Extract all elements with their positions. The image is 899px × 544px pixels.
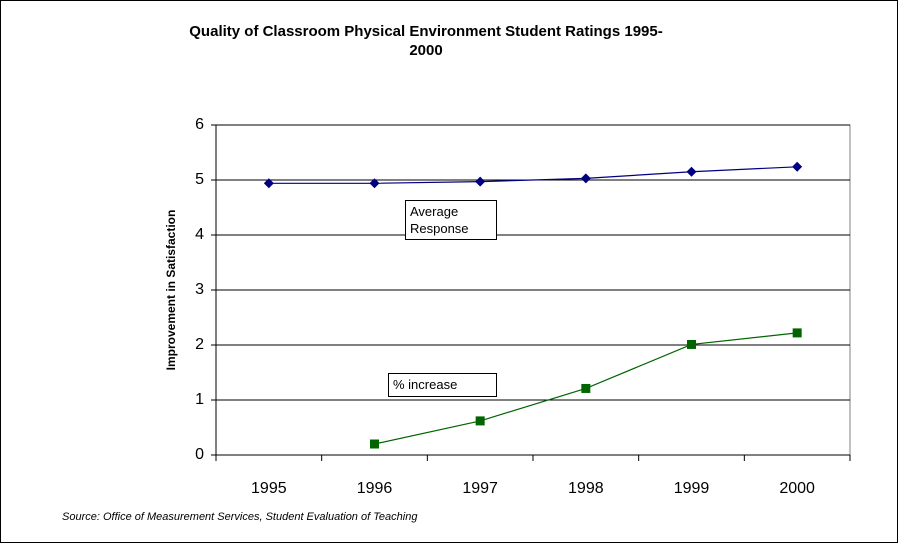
point	[581, 383, 591, 393]
y-tick-label: 6	[195, 116, 204, 133]
x-tick-label: 1997	[462, 480, 498, 497]
x-tick-label: 1999	[674, 480, 710, 497]
y-tick-label: 5	[195, 171, 204, 188]
source-note: Source: Office of Measurement Services, …	[62, 511, 418, 523]
series-line	[268, 166, 798, 184]
series-label: Average Response	[405, 200, 497, 240]
x-tick-label: 2000	[779, 480, 815, 497]
point	[475, 176, 486, 187]
series-label: % increase	[388, 373, 497, 397]
y-tick-label: 2	[195, 336, 204, 353]
point	[686, 166, 697, 177]
y-tick-label: 3	[195, 281, 204, 298]
point	[687, 339, 696, 349]
point	[369, 178, 380, 189]
point	[580, 173, 591, 184]
y-tick-label: 4	[195, 226, 204, 243]
x-tick-label: 1996	[357, 480, 393, 497]
point	[792, 328, 802, 338]
point	[370, 439, 379, 449]
y-tick-label: 0	[195, 446, 204, 463]
point	[475, 416, 485, 426]
chart-title: Quality of Classroom Physical Environmen…	[189, 23, 663, 59]
x-tick-label: 1998	[568, 480, 604, 497]
point	[792, 161, 803, 172]
point	[263, 178, 274, 189]
y-tick-label: 1	[195, 391, 204, 408]
y-axis-label: Improvement in Satisfaction	[164, 210, 178, 371]
x-tick-label: 1995	[251, 480, 287, 497]
